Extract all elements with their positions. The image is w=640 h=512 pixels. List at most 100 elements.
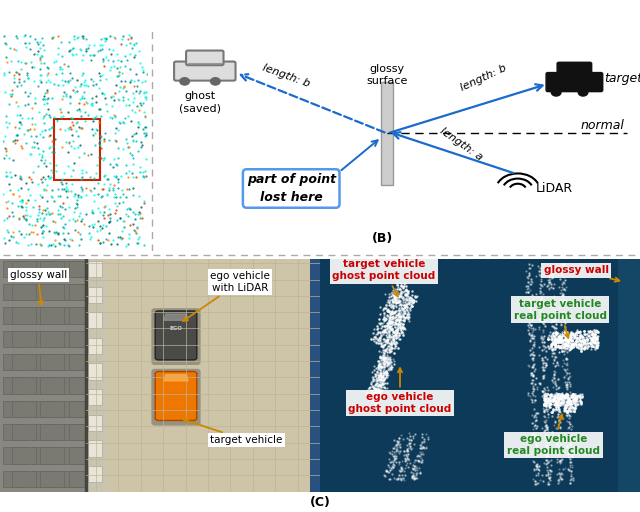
FancyBboxPatch shape: [3, 377, 27, 394]
FancyBboxPatch shape: [12, 447, 36, 463]
Text: LiDAR: LiDAR: [536, 182, 573, 195]
FancyBboxPatch shape: [69, 284, 93, 301]
FancyBboxPatch shape: [3, 354, 27, 370]
Text: part of point
lost here: part of point lost here: [246, 173, 336, 204]
FancyBboxPatch shape: [32, 471, 56, 487]
FancyBboxPatch shape: [12, 424, 36, 440]
FancyBboxPatch shape: [174, 61, 236, 80]
Bar: [54, 119, 100, 180]
Text: target: target: [604, 72, 640, 85]
Bar: [310, 259, 320, 492]
FancyBboxPatch shape: [69, 401, 93, 417]
FancyBboxPatch shape: [3, 261, 27, 277]
Bar: [88, 364, 102, 380]
Circle shape: [551, 89, 561, 96]
FancyBboxPatch shape: [3, 284, 27, 301]
FancyBboxPatch shape: [61, 377, 84, 394]
FancyBboxPatch shape: [40, 447, 64, 463]
FancyBboxPatch shape: [61, 424, 84, 440]
Text: ghost
(saved): ghost (saved): [179, 91, 221, 114]
Text: target vehicle
real point cloud: target vehicle real point cloud: [513, 299, 607, 338]
FancyBboxPatch shape: [32, 424, 56, 440]
Text: normal: normal: [581, 119, 625, 132]
FancyBboxPatch shape: [40, 377, 64, 394]
Text: EGO: EGO: [170, 326, 182, 331]
Circle shape: [579, 89, 588, 96]
FancyBboxPatch shape: [40, 261, 64, 277]
FancyBboxPatch shape: [32, 284, 56, 301]
FancyBboxPatch shape: [12, 308, 36, 324]
Text: (A): (A): [65, 273, 86, 286]
FancyBboxPatch shape: [40, 308, 64, 324]
Text: target vehicle
ghost point cloud: target vehicle ghost point cloud: [332, 260, 436, 296]
Bar: [618, 259, 640, 492]
FancyBboxPatch shape: [32, 401, 56, 417]
FancyBboxPatch shape: [32, 377, 56, 394]
FancyBboxPatch shape: [32, 354, 56, 370]
FancyBboxPatch shape: [32, 308, 56, 324]
FancyBboxPatch shape: [40, 354, 64, 370]
FancyBboxPatch shape: [186, 51, 223, 65]
FancyBboxPatch shape: [156, 311, 197, 360]
FancyBboxPatch shape: [69, 308, 93, 324]
FancyBboxPatch shape: [40, 331, 64, 347]
Text: (C): (C): [310, 496, 330, 509]
FancyBboxPatch shape: [40, 401, 64, 417]
FancyBboxPatch shape: [12, 354, 36, 370]
FancyBboxPatch shape: [69, 424, 93, 440]
Bar: [88, 466, 102, 482]
Bar: [88, 287, 102, 303]
FancyBboxPatch shape: [12, 377, 36, 394]
FancyBboxPatch shape: [12, 401, 36, 417]
FancyBboxPatch shape: [12, 471, 36, 487]
FancyBboxPatch shape: [12, 261, 36, 277]
Text: length: b: length: b: [261, 63, 312, 90]
Polygon shape: [164, 314, 188, 321]
Text: target vehicle: target vehicle: [184, 419, 283, 445]
FancyBboxPatch shape: [3, 308, 27, 324]
Bar: [88, 440, 102, 457]
FancyBboxPatch shape: [69, 331, 93, 347]
Text: ego vehicle
real point cloud: ego vehicle real point cloud: [507, 415, 600, 456]
FancyBboxPatch shape: [151, 308, 201, 365]
FancyBboxPatch shape: [61, 284, 84, 301]
FancyBboxPatch shape: [61, 354, 84, 370]
Bar: [88, 338, 102, 354]
Polygon shape: [164, 375, 188, 381]
FancyBboxPatch shape: [12, 331, 36, 347]
FancyBboxPatch shape: [3, 471, 27, 487]
Text: glossy wall: glossy wall: [10, 270, 67, 305]
FancyBboxPatch shape: [151, 369, 201, 425]
FancyBboxPatch shape: [3, 401, 27, 417]
FancyBboxPatch shape: [32, 331, 56, 347]
Bar: [88, 389, 102, 406]
Text: glossy wall: glossy wall: [543, 265, 620, 282]
FancyBboxPatch shape: [156, 372, 197, 420]
Circle shape: [180, 78, 189, 85]
Bar: [88, 261, 102, 277]
Bar: [0, 259, 86, 492]
FancyBboxPatch shape: [61, 401, 84, 417]
FancyBboxPatch shape: [61, 331, 84, 347]
FancyBboxPatch shape: [69, 471, 93, 487]
FancyBboxPatch shape: [32, 447, 56, 463]
FancyBboxPatch shape: [3, 447, 27, 463]
Bar: [86, 259, 106, 492]
FancyBboxPatch shape: [3, 331, 27, 347]
FancyBboxPatch shape: [69, 377, 93, 394]
Text: (B): (B): [372, 232, 393, 245]
Bar: [88, 415, 102, 431]
FancyBboxPatch shape: [69, 447, 93, 463]
FancyBboxPatch shape: [557, 62, 592, 76]
Text: length: b: length: b: [458, 63, 508, 93]
Text: ego vehicle
ghost point cloud: ego vehicle ghost point cloud: [348, 368, 452, 414]
FancyBboxPatch shape: [3, 424, 27, 440]
Bar: [381, 82, 393, 185]
FancyBboxPatch shape: [12, 284, 36, 301]
FancyBboxPatch shape: [61, 471, 84, 487]
FancyBboxPatch shape: [61, 447, 84, 463]
FancyBboxPatch shape: [40, 424, 64, 440]
Bar: [88, 312, 102, 329]
FancyBboxPatch shape: [40, 284, 64, 301]
FancyBboxPatch shape: [61, 308, 84, 324]
